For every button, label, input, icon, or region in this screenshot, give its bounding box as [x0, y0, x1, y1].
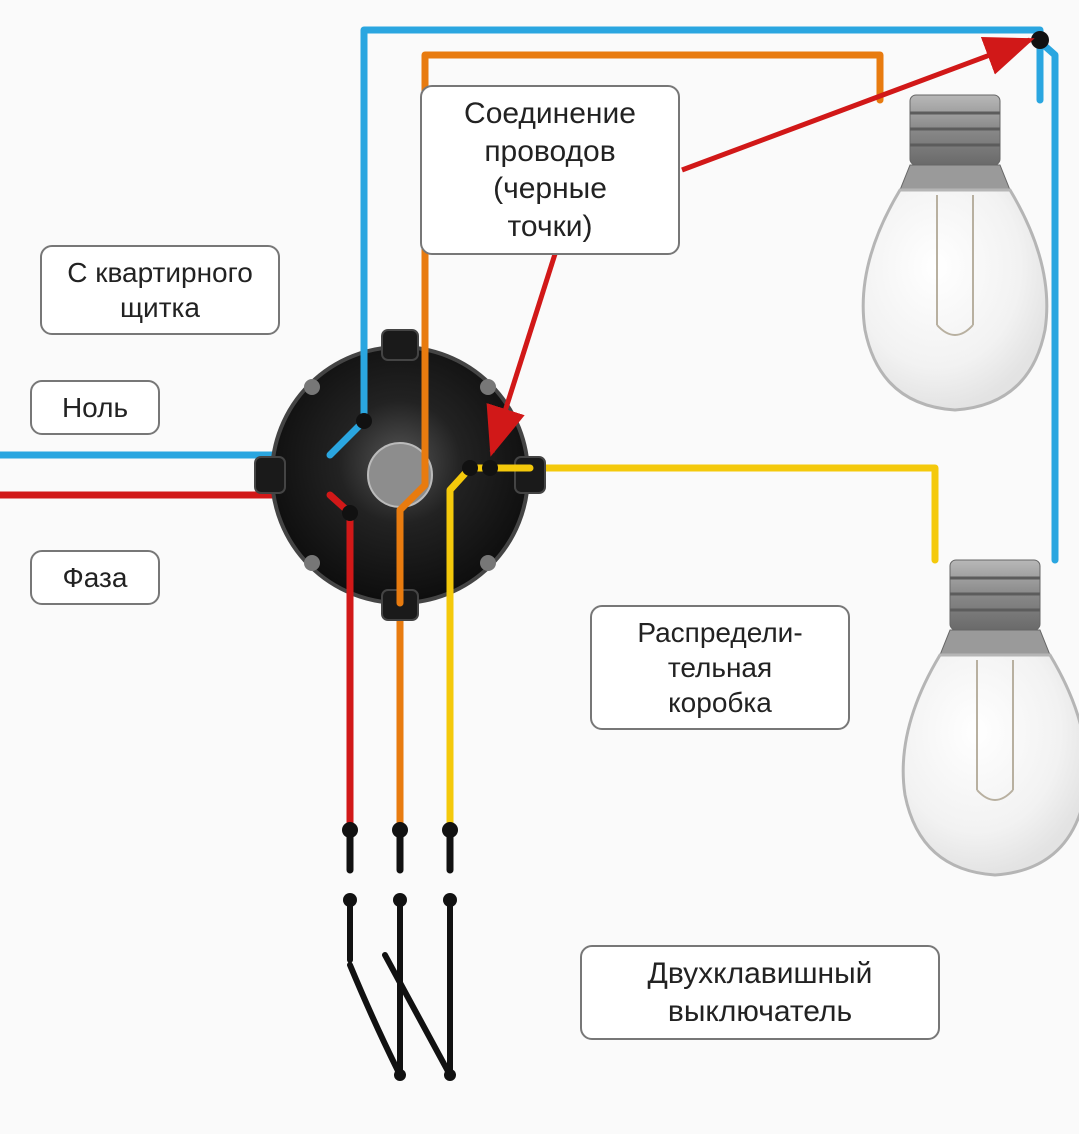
label-junction-dots: Соединениепроводов(черныеточки)	[420, 85, 680, 255]
switch-divider	[385, 877, 387, 1092]
label-neutral-text: Ноль	[62, 392, 128, 423]
label-switch: Двухклавишныйвыключатель	[580, 945, 940, 1040]
double-switch	[235, 845, 534, 1124]
wiring-diagram: С квартирногощитка Ноль Фаза Соединениеп…	[0, 0, 1079, 1134]
label-supply-text: С квартирногощитка	[67, 257, 253, 323]
label-phase: Фаза	[30, 550, 160, 605]
label-phase-text: Фаза	[63, 562, 128, 593]
label-junction-box: Распредели-тельнаякоробка	[590, 605, 850, 730]
label-neutral: Ноль	[30, 380, 160, 435]
wire-neutral-branch	[1038, 40, 1055, 560]
switch-rocker-area	[267, 877, 502, 1092]
wire-phase	[0, 495, 350, 830]
switch-symbol	[343, 893, 457, 1081]
label-junction-dots-text: Соединениепроводов(черныеточки)	[464, 97, 636, 243]
bulb-1-icon	[863, 95, 1047, 410]
label-supply: С квартирногощитка	[40, 245, 280, 335]
bulb-2-icon	[903, 560, 1079, 875]
label-junction-box-text: Распредели-тельнаякоробка	[637, 617, 802, 718]
junction-box-icon	[255, 330, 545, 620]
label-switch-text: Двухклавишныйвыключатель	[648, 957, 873, 1028]
